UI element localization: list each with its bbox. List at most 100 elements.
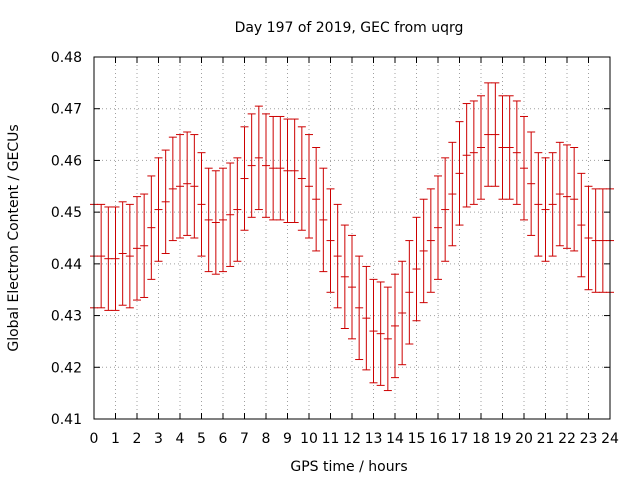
data-point — [319, 167, 328, 273]
data-point — [520, 115, 528, 221]
data-point — [97, 203, 106, 309]
data-point — [391, 273, 399, 379]
x-tick-label: 24 — [601, 431, 619, 447]
data-point — [369, 278, 378, 384]
y-tick-label: 0.47 — [51, 102, 82, 118]
data-point — [441, 157, 450, 262]
data-point — [104, 206, 113, 311]
x-tick-label: 12 — [343, 431, 361, 447]
data-point — [462, 103, 471, 208]
y-tick-label: 0.41 — [51, 412, 82, 428]
x-tick-label: 8 — [262, 431, 271, 447]
data-point — [548, 152, 557, 257]
data-point — [211, 170, 220, 275]
x-tick-label: 6 — [219, 431, 228, 447]
x-tick-label: 7 — [240, 431, 249, 447]
y-tick-label: 0.43 — [51, 309, 82, 325]
x-tick-label: 14 — [386, 431, 404, 447]
data-point — [290, 118, 299, 223]
x-tick-label: 3 — [154, 431, 163, 447]
data-point — [269, 115, 278, 221]
data-point — [168, 136, 177, 242]
data-point — [577, 172, 586, 278]
x-tick-label: 23 — [580, 431, 598, 447]
data-point — [527, 131, 536, 236]
data-point — [219, 167, 227, 273]
data-point — [283, 118, 292, 223]
data-point — [312, 147, 321, 252]
plot-frame — [93, 56, 611, 420]
data-point — [262, 113, 270, 218]
data-point — [197, 152, 206, 257]
y-axis-title: Global Electron Content / GECUs — [6, 124, 22, 351]
x-tick-label: 1 — [111, 431, 120, 447]
data-point — [448, 141, 457, 247]
x-tick-label: 9 — [283, 431, 292, 447]
data-point — [541, 157, 550, 262]
y-tick-label: 0.48 — [51, 50, 82, 66]
data-point — [563, 144, 571, 249]
y-tick-label: 0.44 — [51, 257, 82, 273]
x-tick-label: 18 — [472, 431, 490, 447]
data-point — [226, 162, 235, 267]
x-axis-title: GPS time / hours — [290, 459, 407, 475]
data-point — [348, 234, 356, 340]
y-tick-label: 0.42 — [51, 360, 82, 376]
data-point — [233, 157, 242, 262]
data-point — [584, 185, 593, 291]
data-point — [305, 134, 313, 239]
data-point — [598, 188, 607, 293]
x-tick-label: 13 — [365, 431, 383, 447]
x-tick-label: 16 — [429, 431, 447, 447]
x-tick-label: 5 — [197, 431, 206, 447]
tick-labels: 0 1 2 3 4 5 6 7 8 9 10 11 12 13 14 15 16 17 18 19 20 21 22 23 24… — [51, 50, 619, 447]
data-point — [326, 188, 335, 293]
data-point — [491, 82, 500, 187]
data-point — [176, 134, 184, 239]
data-point — [484, 82, 493, 187]
data-point — [512, 100, 521, 205]
data-point — [118, 201, 127, 306]
data-point — [426, 188, 435, 293]
x-tick-label: 22 — [558, 431, 576, 447]
data-point — [204, 167, 213, 273]
data-point — [505, 95, 514, 200]
x-tick-label: 11 — [322, 431, 340, 447]
data-point — [254, 105, 263, 211]
data-point — [434, 175, 442, 280]
data-point — [534, 152, 543, 257]
data-point — [383, 286, 392, 392]
chart-title: Day 197 of 2019, GEC from uqrg — [235, 20, 464, 36]
data-point — [398, 260, 407, 366]
data-point — [140, 193, 149, 298]
data-point — [125, 203, 134, 309]
data-point — [190, 134, 199, 239]
y-tick-label: 0.45 — [51, 205, 82, 221]
data-point — [276, 115, 285, 221]
data-point — [161, 149, 170, 255]
data-point — [154, 157, 163, 262]
data-point — [147, 175, 156, 280]
data-point — [498, 95, 507, 200]
x-tick-label: 19 — [494, 431, 512, 447]
data-point — [133, 196, 141, 301]
data-point — [362, 265, 371, 371]
data-point — [469, 100, 478, 205]
x-tick-label: 17 — [451, 431, 469, 447]
data-point — [240, 126, 249, 231]
data-point — [340, 224, 349, 329]
y-tick-label: 0.46 — [51, 153, 82, 169]
data-point — [376, 281, 385, 386]
data-point — [455, 121, 464, 226]
data-point — [183, 131, 192, 236]
x-tick-label: 4 — [176, 431, 185, 447]
x-tick-label: 2 — [133, 431, 142, 447]
x-tick-label: 10 — [300, 431, 318, 447]
data-point — [355, 255, 364, 361]
x-tick-label: 0 — [90, 431, 99, 447]
data-point — [247, 113, 256, 218]
data-point — [477, 95, 485, 200]
x-tick-label: 20 — [515, 431, 533, 447]
data-point — [591, 188, 600, 293]
data-point — [297, 126, 306, 231]
